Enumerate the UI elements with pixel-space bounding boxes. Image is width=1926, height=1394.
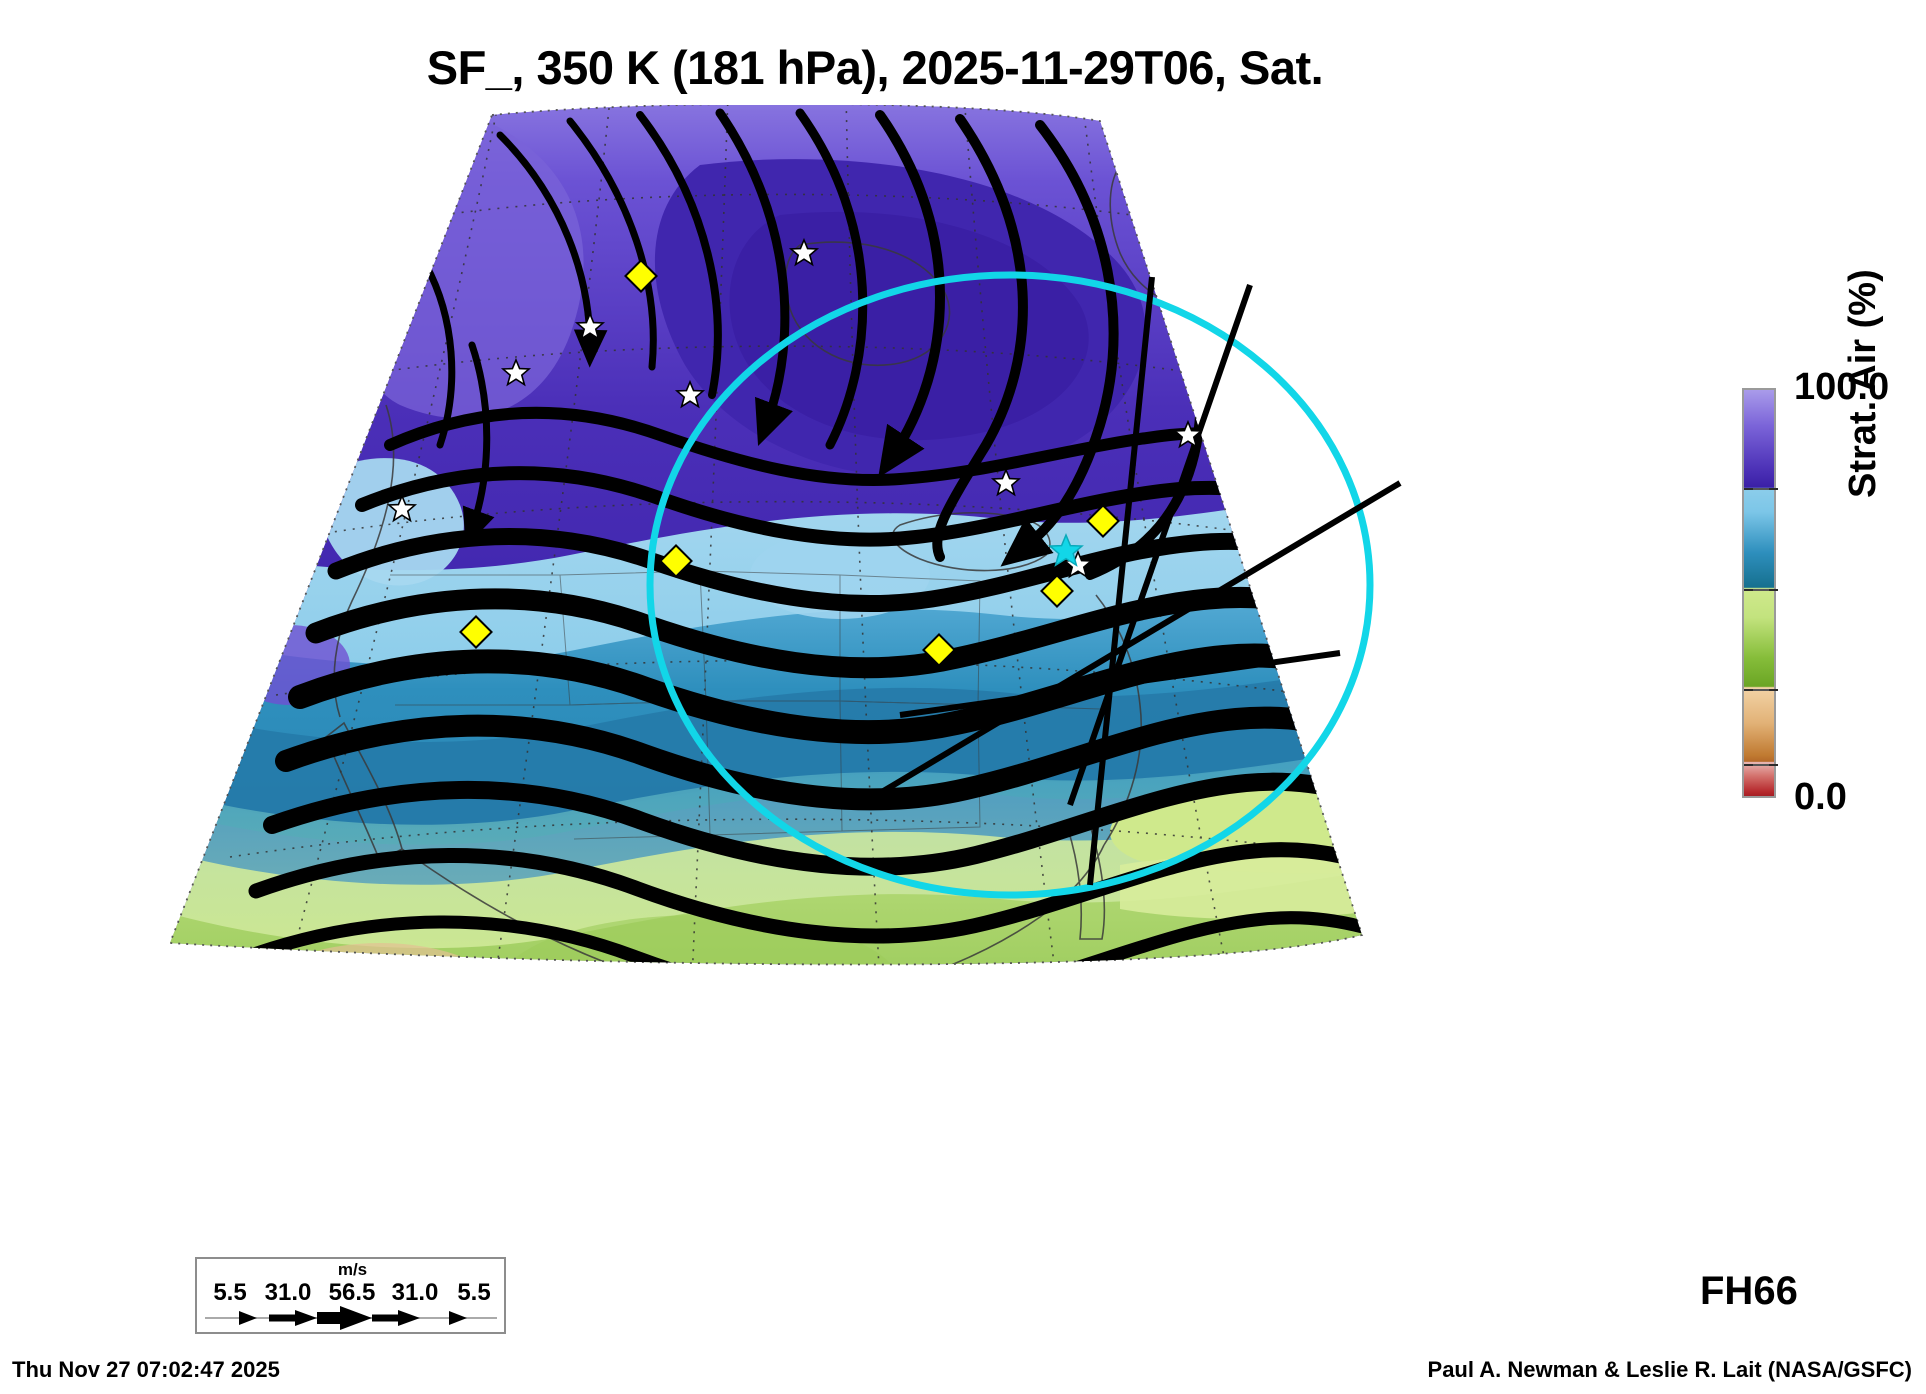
yellow-diamond-marker[interactable]	[1040, 574, 1074, 608]
wind-legend-value: 31.0	[264, 1279, 312, 1306]
white-star-marker[interactable]	[674, 379, 706, 409]
map-plot-area[interactable]	[140, 105, 1470, 1265]
page-title: SF_, 350 K (181 hPa), 2025-11-29T06, Sat…	[426, 41, 1324, 94]
white-star-marker[interactable]	[1172, 419, 1204, 449]
colorbar-tick	[1744, 589, 1778, 591]
wind-legend-value: 31.0	[391, 1279, 439, 1306]
wind-streamlines	[233, 108, 1362, 965]
yellow-diamond-marker[interactable]	[624, 259, 658, 293]
map-panel[interactable]	[140, 105, 1470, 1265]
yellow-diamond-marker[interactable]	[922, 633, 956, 667]
wind-legend-value: 56.5	[328, 1279, 376, 1306]
graticule	[229, 105, 1362, 965]
wind-legend-value: 5.5	[457, 1279, 491, 1306]
wind-legend-unit-label: m/s	[337, 1260, 368, 1279]
wind-speed-legend: m/s 5.5 31.0 56.5 31.0 5.5	[195, 1257, 506, 1334]
colorbar-max-label: 100.0	[1794, 366, 1890, 408]
white-star-marker[interactable]	[788, 237, 820, 267]
colorbar-tick	[1744, 764, 1778, 766]
colorbar-min-label: 0.0	[1794, 776, 1847, 818]
yellow-diamond-marker[interactable]	[659, 544, 693, 578]
range-circle	[646, 271, 1374, 899]
colorbar-axis-label: Strat. Air (%)	[1842, 269, 1884, 498]
white-star-marker[interactable]	[574, 311, 606, 341]
wind-legend-value: 5.5	[213, 1279, 247, 1306]
white-star-marker[interactable]	[1062, 549, 1094, 579]
yellow-diamond-marker[interactable]	[459, 615, 493, 649]
forecast-hour-label: FH66	[1700, 1269, 1798, 1313]
author-credit: Paul A. Newman & Leslie R. Lait (NASA/GS…	[1427, 1357, 1912, 1382]
white-star-markers[interactable]	[386, 237, 1204, 579]
colorbar-tick	[1744, 488, 1778, 490]
wind-legend-arrow-scale	[205, 1306, 497, 1330]
white-star-marker[interactable]	[386, 493, 418, 523]
generation-timestamp: Thu Nov 27 07:02:47 2025	[12, 1357, 280, 1382]
cyan-star-marker[interactable]	[1048, 533, 1084, 567]
colorbar: 100.0 0.0 Strat. Air (%)	[1742, 269, 1922, 818]
colorbar-gradient[interactable]	[1742, 388, 1778, 798]
yellow-diamond-marker[interactable]	[1086, 504, 1120, 538]
yellow-diamond-markers[interactable]	[459, 259, 1120, 667]
flight-track-lines	[858, 276, 1402, 886]
colorbar-tick	[1744, 689, 1778, 691]
white-star-marker[interactable]	[990, 467, 1022, 497]
white-star-marker[interactable]	[500, 357, 532, 387]
